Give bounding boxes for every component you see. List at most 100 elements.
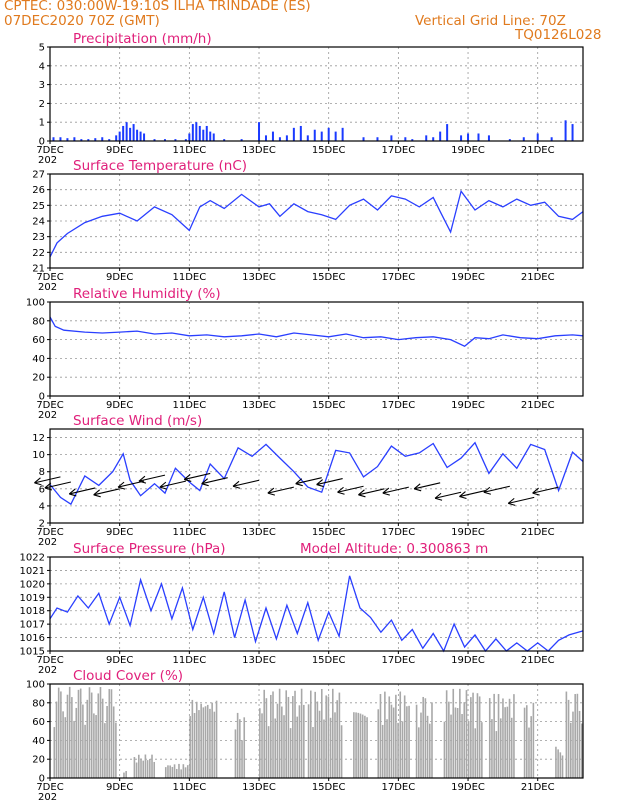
year-stub: 202 <box>38 665 57 676</box>
cloud-bar <box>204 706 207 778</box>
cloud-bar <box>506 706 509 778</box>
cloud-bar <box>195 701 198 778</box>
header-datetime: 07DEC2020 70Z (GMT) <box>4 13 160 29</box>
cloud-bar <box>287 696 290 778</box>
cloud-bar <box>309 690 312 778</box>
cloud-bar <box>66 694 69 778</box>
y-tick-label: 1 <box>39 118 45 129</box>
y-tick-label: 23 <box>32 232 45 243</box>
x-tick-label: 11DEC <box>172 527 206 538</box>
y-tick-label: 0 <box>39 774 45 785</box>
wind-arrow-head <box>483 486 491 495</box>
cloud-bar <box>95 715 97 778</box>
wind-arrow <box>69 487 96 495</box>
cloud-bar <box>580 723 583 778</box>
y-tick-label: 1021 <box>20 566 45 577</box>
wind-arrow <box>295 477 322 485</box>
x-tick-label: 15DEC <box>312 655 346 666</box>
x-tick-label: 7DEC <box>36 527 63 538</box>
x-tick-label: 11DEC <box>172 655 206 666</box>
cloud-bar <box>106 705 108 778</box>
wind-arrow-head <box>434 492 443 501</box>
precip-bar <box>536 133 539 141</box>
y-tick-label: 20 <box>32 755 45 766</box>
y-tick-label: 27 <box>32 170 45 181</box>
cloud-bar <box>331 688 334 778</box>
cloud-bar <box>294 690 296 778</box>
wind-arrow <box>117 480 145 488</box>
cloud-bar <box>329 717 332 778</box>
cloud-bar <box>426 715 429 778</box>
wind-arrow-head <box>183 474 192 482</box>
precip-bar <box>477 133 480 141</box>
y-tick-label: 80 <box>32 698 45 709</box>
x-tick-label: 7DEC <box>36 145 63 156</box>
cloud-bar <box>73 720 75 778</box>
x-tick-label: 11DEC <box>172 145 206 156</box>
cloud-bar <box>312 727 314 778</box>
precip-bar <box>327 127 330 141</box>
cloud-bar <box>57 687 60 778</box>
precip-bar <box>313 129 316 141</box>
cloud-bar <box>164 767 167 778</box>
x-tick-label: 17DEC <box>381 400 415 411</box>
x-tick-label: 9DEC <box>106 527 133 538</box>
cloud-bar <box>465 690 468 778</box>
precip-bar <box>132 124 135 141</box>
cloud-bar <box>495 731 498 778</box>
precip-bar <box>240 139 243 141</box>
precip-bar <box>487 135 490 141</box>
cloud-bar <box>338 692 341 778</box>
panel-title: Precipitation (mm/h) <box>73 31 212 47</box>
cloud-bar <box>325 695 327 778</box>
cloud-bar <box>559 752 562 778</box>
precip-bar <box>439 131 442 141</box>
cloud-bar <box>379 693 382 778</box>
y-tick-label: 40 <box>32 736 45 747</box>
precip-bar <box>101 137 104 141</box>
precip-bar <box>191 124 194 141</box>
cloud-bar <box>97 693 100 778</box>
panel-title: Cloud Cover (%) <box>73 668 183 684</box>
x-tick-label: 15DEC <box>312 272 346 283</box>
cloud-bar <box>454 707 457 778</box>
cloud-bar <box>557 749 559 778</box>
y-tick-label: 0 <box>39 137 45 148</box>
cloud-bar <box>110 689 113 778</box>
y-tick-label: 1018 <box>20 606 45 617</box>
cloud-bar <box>467 721 470 778</box>
cloud-bar <box>125 771 127 778</box>
cloud-bar <box>272 691 274 778</box>
cloud-bar <box>276 703 279 778</box>
wind-arrow-head <box>295 478 303 487</box>
x-tick-label: 17DEC <box>381 145 415 156</box>
cloud-bar <box>327 696 330 778</box>
y-tick-label: 4 <box>39 61 45 72</box>
y-tick-label: 5 <box>39 43 45 54</box>
cloud-bar <box>261 713 263 778</box>
cloud-bar <box>198 710 200 778</box>
precip-bar <box>320 131 323 141</box>
x-tick-label: 19DEC <box>451 400 485 411</box>
y-tick-label: 4 <box>39 501 45 512</box>
cloud-bar <box>355 712 357 778</box>
cloud-bar <box>213 711 216 778</box>
precip-bar <box>292 127 295 141</box>
precip-bar <box>174 139 177 141</box>
cloud-bar <box>502 698 504 778</box>
cloud-bar <box>206 704 209 778</box>
cloud-bar <box>88 687 91 778</box>
cloud-bar <box>388 696 391 778</box>
precip-bar <box>136 129 139 141</box>
precip-bar <box>334 131 337 141</box>
cloud-bar <box>504 707 506 778</box>
y-tick-label: 100 <box>26 680 45 691</box>
wind-arrow <box>434 491 462 499</box>
x-tick-label: 17DEC <box>381 782 415 793</box>
x-tick-label: 19DEC <box>451 145 485 156</box>
cloud-bar <box>532 702 535 778</box>
precip-bar <box>118 131 121 141</box>
x-tick-label: 17DEC <box>381 272 415 283</box>
header-location: CPTEC: 030:00W-19:10S ILHA TRINDADE (ES) <box>4 0 311 14</box>
precip-bar <box>125 122 128 141</box>
